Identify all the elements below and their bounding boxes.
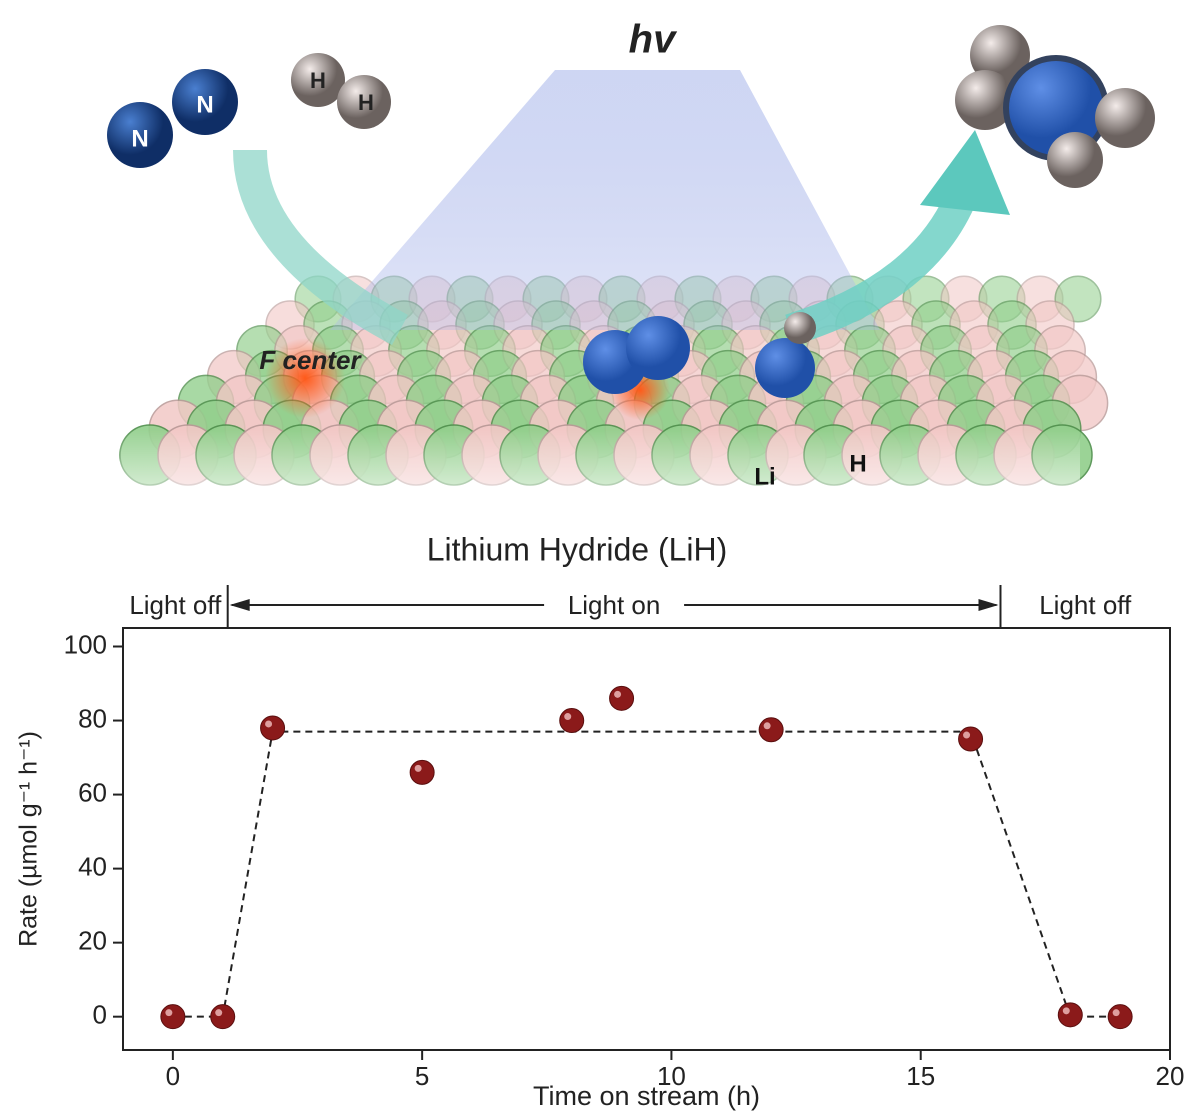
point-highlight bbox=[1063, 1007, 1070, 1014]
light-cone bbox=[330, 70, 880, 330]
light-label: hv bbox=[629, 18, 678, 62]
y-tick-label: 0 bbox=[93, 1000, 107, 1030]
f-center-label: F center bbox=[259, 345, 362, 375]
atom-label: H bbox=[310, 68, 326, 93]
n-atom bbox=[626, 316, 690, 380]
region-arrowhead bbox=[978, 599, 998, 611]
h-label: H bbox=[849, 450, 866, 477]
trend-line bbox=[173, 732, 1120, 1017]
y-tick-label: 20 bbox=[78, 926, 107, 956]
point-highlight bbox=[614, 691, 621, 698]
data-point bbox=[560, 709, 584, 733]
point-highlight bbox=[963, 732, 970, 739]
data-point bbox=[211, 1005, 235, 1029]
x-axis-label: Time on stream (h) bbox=[533, 1081, 760, 1111]
out-arrowhead bbox=[920, 130, 1010, 215]
point-highlight bbox=[415, 765, 422, 772]
atom-label: H bbox=[358, 90, 374, 115]
data-point bbox=[1108, 1005, 1132, 1029]
page: hv N N H H F center Li H Lithium Hydride… bbox=[0, 0, 1190, 1114]
data-point bbox=[261, 716, 285, 740]
figure: hv N N H H F center Li H Lithium Hydride… bbox=[0, 0, 1190, 1114]
n-atom bbox=[755, 338, 815, 398]
x-tick-label: 0 bbox=[166, 1061, 180, 1091]
data-point bbox=[759, 718, 783, 742]
caption: Lithium Hydride (LiH) bbox=[427, 531, 728, 567]
data-point bbox=[1058, 1003, 1082, 1027]
point-highlight bbox=[265, 720, 272, 727]
point-highlight bbox=[1113, 1009, 1120, 1016]
point-highlight bbox=[764, 722, 771, 729]
y-tick-label: 60 bbox=[78, 777, 107, 807]
region-arrowhead bbox=[230, 599, 250, 611]
region-label: Light off bbox=[129, 590, 222, 620]
lattice-fade bbox=[120, 430, 1080, 520]
li-label: Li bbox=[754, 463, 775, 490]
data-point bbox=[410, 760, 434, 784]
y-tick-label: 80 bbox=[78, 703, 107, 733]
atom-label: N bbox=[131, 125, 148, 152]
y-tick-label: 40 bbox=[78, 851, 107, 881]
x-tick-label: 5 bbox=[415, 1061, 429, 1091]
y-axis-label: Rate (µmol g⁻¹ h⁻¹) bbox=[15, 731, 43, 947]
atom-label: N bbox=[196, 91, 213, 118]
region-label: Light on bbox=[568, 590, 661, 620]
h-atom bbox=[784, 312, 816, 344]
x-tick-label: 15 bbox=[906, 1061, 935, 1091]
y-tick-label: 100 bbox=[64, 629, 107, 659]
data-point bbox=[610, 686, 634, 710]
plot-frame bbox=[123, 628, 1170, 1050]
data-point bbox=[161, 1005, 185, 1029]
data-point bbox=[959, 727, 983, 751]
point-highlight bbox=[215, 1009, 222, 1016]
h-atom bbox=[1095, 88, 1155, 148]
x-tick-label: 20 bbox=[1156, 1061, 1185, 1091]
region-label: Light off bbox=[1039, 590, 1132, 620]
point-highlight bbox=[564, 713, 571, 720]
point-highlight bbox=[165, 1009, 172, 1016]
h-atom bbox=[1047, 132, 1103, 188]
